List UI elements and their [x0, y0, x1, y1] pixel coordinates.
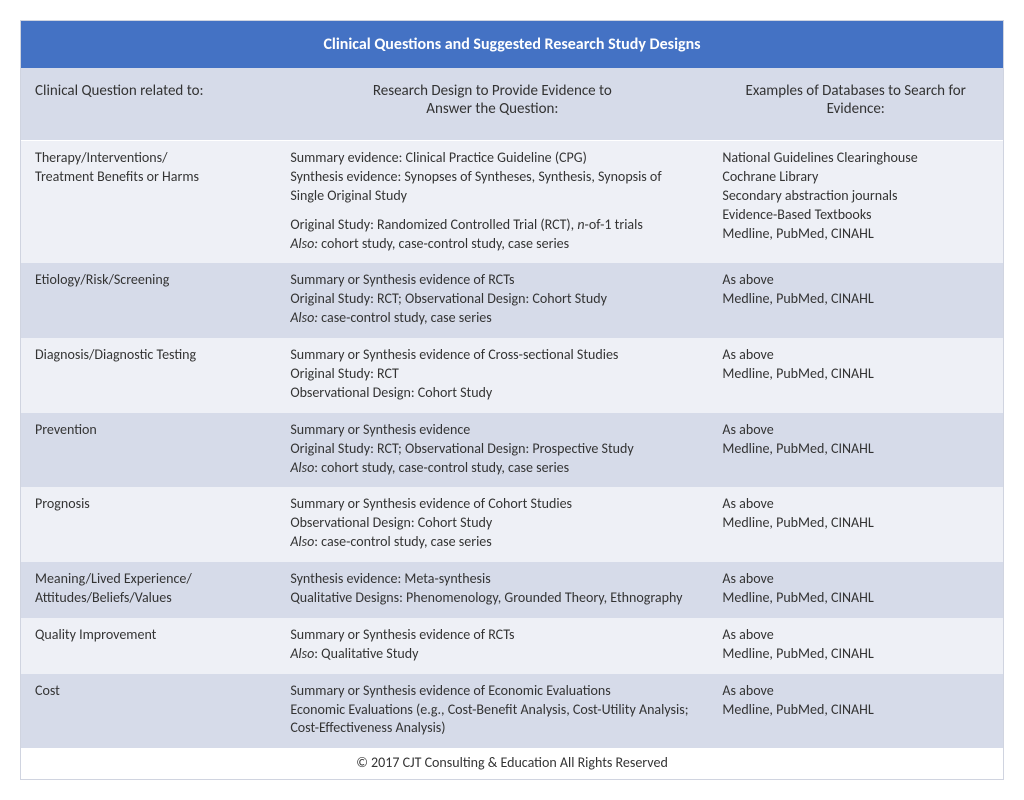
cell-design: Summary or Synthesis evidenceOriginal St… — [276, 413, 708, 488]
cell-design: Summary or Synthesis evidence of Cross-s… — [276, 338, 708, 413]
cell-databases: As aboveMedline, PubMed, CINAHL — [708, 674, 1003, 749]
cell-question: Prognosis — [21, 487, 276, 562]
header-row: Clinical Question related to: Research D… — [21, 68, 1003, 141]
table-row: Meaning/Lived Experience/Attitudes/Belie… — [21, 562, 1003, 618]
col-header-question: Clinical Question related to: — [21, 68, 276, 141]
cell-question: Etiology/Risk/Screening — [21, 263, 276, 338]
cell-question: Meaning/Lived Experience/Attitudes/Belie… — [21, 562, 276, 618]
cell-databases: As aboveMedline, PubMed, CINAHL — [708, 618, 1003, 674]
research-table: Clinical Question related to: Research D… — [21, 68, 1003, 748]
cell-design: Summary or Synthesis evidence of Economi… — [276, 674, 708, 749]
cell-databases: As aboveMedline, PubMed, CINAHL — [708, 413, 1003, 488]
cell-question: Therapy/Interventions/Treatment Benefits… — [21, 141, 276, 264]
table-container: Clinical Questions and Suggested Researc… — [20, 20, 1004, 780]
table-row: Quality ImprovementSummary or Synthesis … — [21, 618, 1003, 674]
table-row: Diagnosis/Diagnostic TestingSummary or S… — [21, 338, 1003, 413]
cell-question: Quality Improvement — [21, 618, 276, 674]
cell-question: Cost — [21, 674, 276, 749]
cell-design: Summary or Synthesis evidence of RCTsAls… — [276, 618, 708, 674]
title-bar: Clinical Questions and Suggested Researc… — [21, 21, 1003, 68]
cell-design: Synthesis evidence: Meta-synthesisQualit… — [276, 562, 708, 618]
cell-design: Summary or Synthesis evidence of Cohort … — [276, 487, 708, 562]
footer-copyright: © 2017 CJT Consulting & Education All Ri… — [21, 748, 1003, 779]
col-header-databases: Examples of Databases to Search forEvide… — [708, 68, 1003, 141]
cell-databases: National Guidelines ClearinghouseCochran… — [708, 141, 1003, 264]
table-row: PrognosisSummary or Synthesis evidence o… — [21, 487, 1003, 562]
cell-design: Summary evidence: Clinical Practice Guid… — [276, 141, 708, 264]
col-header-design: Research Design to Provide Evidence toAn… — [276, 68, 708, 141]
cell-databases: As aboveMedline, PubMed, CINAHL — [708, 338, 1003, 413]
cell-question: Diagnosis/Diagnostic Testing — [21, 338, 276, 413]
cell-databases: As aboveMedline, PubMed, CINAHL — [708, 562, 1003, 618]
table-row: CostSummary or Synthesis evidence of Eco… — [21, 674, 1003, 749]
table-row: Therapy/Interventions/Treatment Benefits… — [21, 141, 1003, 264]
cell-databases: As aboveMedline, PubMed, CINAHL — [708, 487, 1003, 562]
table-body: Therapy/Interventions/Treatment Benefits… — [21, 141, 1003, 749]
cell-question: Prevention — [21, 413, 276, 488]
table-row: PreventionSummary or Synthesis evidenceO… — [21, 413, 1003, 488]
cell-design: Summary or Synthesis evidence of RCTsOri… — [276, 263, 708, 338]
table-row: Etiology/Risk/ScreeningSummary or Synthe… — [21, 263, 1003, 338]
cell-databases: As aboveMedline, PubMed, CINAHL — [708, 263, 1003, 338]
